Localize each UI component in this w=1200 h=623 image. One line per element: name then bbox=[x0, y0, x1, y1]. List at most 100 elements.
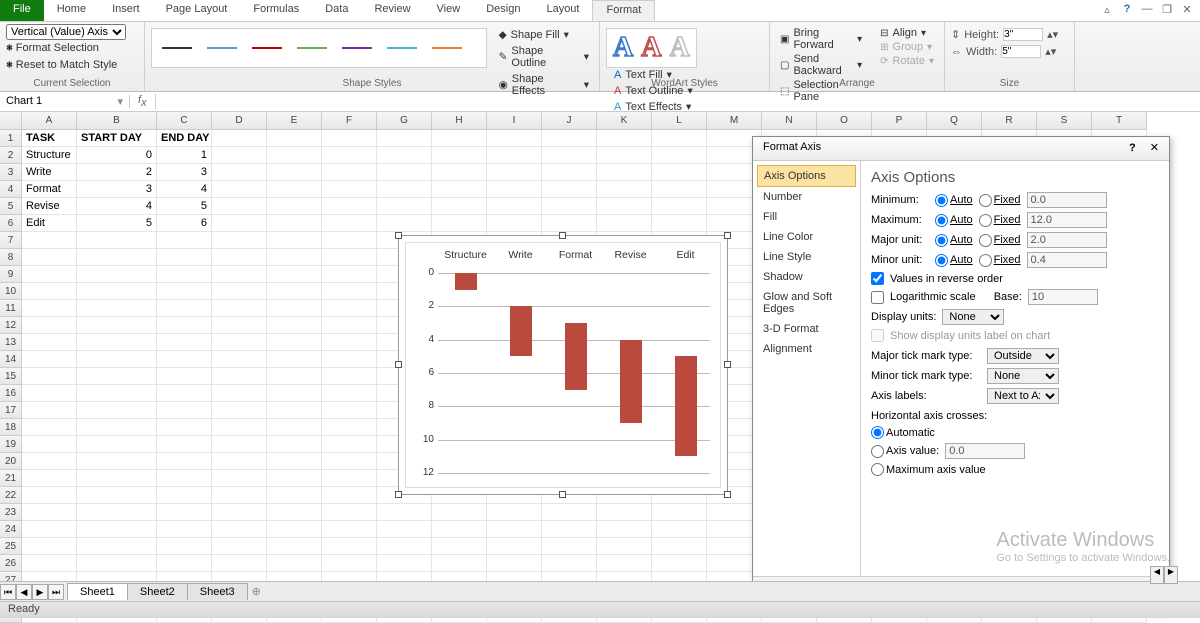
close-icon[interactable]: ✕ bbox=[1180, 2, 1194, 16]
wordart-swatch[interactable]: A bbox=[613, 32, 633, 64]
row-header[interactable]: 2 bbox=[0, 147, 22, 164]
row-header[interactable]: 21 bbox=[0, 470, 22, 487]
cell[interactable] bbox=[267, 555, 322, 572]
major-fixed-radio[interactable] bbox=[979, 234, 992, 247]
column-header[interactable]: G bbox=[377, 112, 432, 130]
help-icon[interactable]: ? bbox=[1129, 142, 1136, 154]
cell[interactable] bbox=[22, 334, 77, 351]
cell[interactable] bbox=[212, 487, 267, 504]
cell[interactable] bbox=[652, 538, 707, 555]
next-sheet-icon[interactable]: ▶ bbox=[32, 584, 48, 600]
row-header[interactable]: 5 bbox=[0, 198, 22, 215]
cell[interactable]: 1 bbox=[157, 147, 212, 164]
cell[interactable] bbox=[212, 368, 267, 385]
shape-style-swatch[interactable] bbox=[432, 47, 462, 49]
name-box[interactable]: Chart 1 ▾ bbox=[0, 95, 130, 108]
chart-handle[interactable] bbox=[559, 232, 566, 239]
cell[interactable] bbox=[77, 385, 157, 402]
cell[interactable] bbox=[267, 351, 322, 368]
cell[interactable] bbox=[212, 555, 267, 572]
cell[interactable] bbox=[22, 419, 77, 436]
cell[interactable] bbox=[322, 317, 377, 334]
cell[interactable] bbox=[212, 351, 267, 368]
cell[interactable] bbox=[157, 504, 212, 521]
select-all-corner[interactable] bbox=[0, 112, 22, 130]
cell[interactable] bbox=[542, 521, 597, 538]
cell[interactable]: 3 bbox=[157, 164, 212, 181]
cell[interactable] bbox=[157, 487, 212, 504]
cell[interactable] bbox=[377, 521, 432, 538]
cell[interactable] bbox=[597, 538, 652, 555]
row-header[interactable]: 24 bbox=[0, 521, 22, 538]
row-header[interactable]: 22 bbox=[0, 487, 22, 504]
cell[interactable] bbox=[157, 436, 212, 453]
tab-formulas[interactable]: Formulas bbox=[240, 0, 312, 21]
cell[interactable] bbox=[22, 436, 77, 453]
cell[interactable]: 5 bbox=[157, 198, 212, 215]
dialog-nav-item[interactable]: Axis Options bbox=[757, 165, 856, 187]
column-header[interactable]: L bbox=[652, 112, 707, 130]
cell[interactable] bbox=[597, 130, 652, 147]
cell[interactable] bbox=[652, 555, 707, 572]
cell[interactable] bbox=[157, 453, 212, 470]
cell[interactable] bbox=[267, 181, 322, 198]
help-icon[interactable]: ? bbox=[1120, 2, 1134, 16]
cell[interactable] bbox=[487, 521, 542, 538]
cell[interactable] bbox=[267, 249, 322, 266]
cell[interactable] bbox=[652, 215, 707, 232]
min-fixed-radio[interactable] bbox=[979, 194, 992, 207]
cell[interactable] bbox=[322, 232, 377, 249]
cell[interactable]: 4 bbox=[77, 198, 157, 215]
row-header[interactable]: 12 bbox=[0, 317, 22, 334]
cell[interactable] bbox=[322, 521, 377, 538]
column-header[interactable]: S bbox=[1037, 112, 1092, 130]
cell[interactable]: Format bbox=[22, 181, 77, 198]
selection-dropdown[interactable]: Vertical (Value) Axis bbox=[6, 24, 126, 40]
chart-bar[interactable] bbox=[675, 356, 697, 456]
cell[interactable] bbox=[22, 504, 77, 521]
cell[interactable] bbox=[22, 300, 77, 317]
cell[interactable] bbox=[487, 504, 542, 521]
reset-match-style-button[interactable]: 🞹 Reset to Match Style bbox=[6, 57, 138, 74]
shape-fill-button[interactable]: ◆ Shape Fill ▾ bbox=[495, 28, 593, 42]
tab-view[interactable]: View bbox=[424, 0, 474, 21]
cell[interactable] bbox=[597, 198, 652, 215]
cell[interactable] bbox=[322, 436, 377, 453]
row-header[interactable]: 3 bbox=[0, 164, 22, 181]
cell[interactable] bbox=[22, 521, 77, 538]
cell[interactable] bbox=[322, 487, 377, 504]
cell[interactable] bbox=[212, 249, 267, 266]
scroll-left-icon[interactable]: ◀ bbox=[1150, 566, 1164, 584]
row-header[interactable]: 4 bbox=[0, 181, 22, 198]
cell[interactable] bbox=[322, 402, 377, 419]
cell[interactable] bbox=[432, 198, 487, 215]
cross-value-input[interactable] bbox=[945, 443, 1025, 459]
cell[interactable] bbox=[77, 419, 157, 436]
sheet-tab[interactable]: Sheet3 bbox=[187, 583, 248, 600]
sheet-tab[interactable]: Sheet2 bbox=[127, 583, 188, 600]
minor-fixed-radio[interactable] bbox=[979, 254, 992, 267]
cell[interactable] bbox=[212, 385, 267, 402]
cell[interactable] bbox=[77, 300, 157, 317]
cell[interactable] bbox=[542, 538, 597, 555]
cell[interactable] bbox=[597, 215, 652, 232]
cell[interactable] bbox=[212, 198, 267, 215]
cell[interactable] bbox=[157, 470, 212, 487]
cell[interactable] bbox=[487, 538, 542, 555]
cell[interactable] bbox=[322, 198, 377, 215]
cell[interactable] bbox=[267, 283, 322, 300]
cell[interactable] bbox=[487, 164, 542, 181]
cell[interactable] bbox=[77, 487, 157, 504]
chart-handle[interactable] bbox=[724, 361, 731, 368]
cell[interactable] bbox=[157, 334, 212, 351]
cell[interactable] bbox=[212, 232, 267, 249]
cell[interactable] bbox=[377, 198, 432, 215]
cell[interactable] bbox=[212, 317, 267, 334]
min-auto-radio[interactable] bbox=[935, 194, 948, 207]
chart-bar[interactable] bbox=[510, 306, 532, 356]
cell[interactable] bbox=[22, 555, 77, 572]
cell[interactable]: Write bbox=[22, 164, 77, 181]
cell[interactable] bbox=[267, 453, 322, 470]
log-scale-checkbox[interactable] bbox=[871, 291, 884, 304]
cell[interactable] bbox=[157, 283, 212, 300]
